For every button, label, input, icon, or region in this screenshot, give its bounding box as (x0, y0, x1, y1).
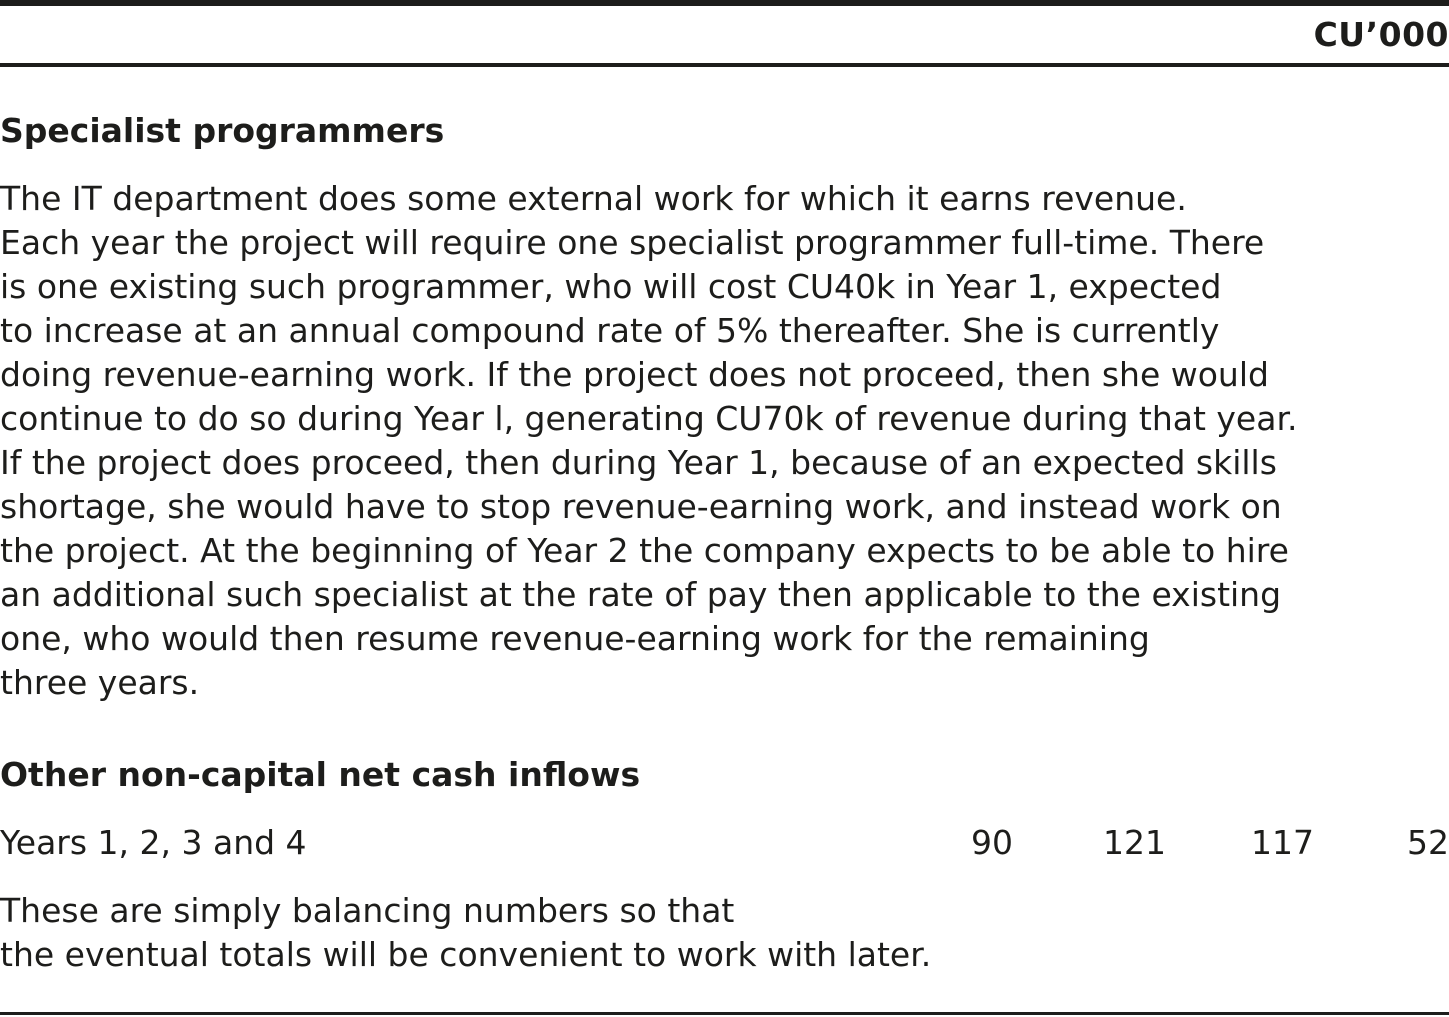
value-cell-year-3: 117 (1251, 823, 1314, 862)
paragraph-line: to increase at an annual compound rate o… (0, 311, 1220, 350)
header-rule (0, 63, 1449, 67)
top-rule (0, 0, 1449, 6)
paragraph-line: doing revenue-earning work. If the proje… (0, 355, 1269, 394)
paragraph-line: one, who would then resume revenue-earni… (0, 619, 1150, 658)
paragraph-line: the project. At the beginning of Year 2 … (0, 531, 1289, 570)
value-cell-year-4: 52 (1407, 823, 1449, 862)
paragraph-line: If the project does proceed, then during… (0, 443, 1277, 482)
paragraph-line: The IT department does some external wor… (0, 179, 1187, 218)
section-heading-specialist-programmers: Specialist programmers (0, 111, 445, 150)
value-cell-year-2: 121 (1103, 823, 1166, 862)
balancing-note: These are simply balancing numbers so th… (0, 889, 931, 977)
paragraph-line: is one existing such programmer, who wil… (0, 267, 1222, 306)
note-line: These are simply balancing numbers so th… (0, 891, 735, 930)
paragraph-line: shortage, she would have to stop revenue… (0, 487, 1282, 526)
row-label: Years 1, 2, 3 and 4 (0, 823, 307, 862)
section-heading-other-inflows: Other non-capital net cash inflows (0, 755, 641, 794)
paragraph-line: Each year the project will require one s… (0, 223, 1265, 262)
paragraph-line: continue to do so during Year l, generat… (0, 399, 1298, 438)
table-row-years: Years 1, 2, 3 and 4 90 121 117 52 (0, 821, 1449, 865)
value-cell-year-1: 90 (971, 823, 1013, 862)
note-line: the eventual totals will be convenient t… (0, 935, 932, 974)
specialist-programmers-paragraph: The IT department does some external wor… (0, 177, 1298, 705)
paragraph-line: three years. (0, 663, 200, 702)
paragraph-line: an additional such specialist at the rat… (0, 575, 1282, 614)
bottom-rule (0, 1012, 1449, 1015)
column-unit-header: CU’000 (1313, 15, 1449, 54)
